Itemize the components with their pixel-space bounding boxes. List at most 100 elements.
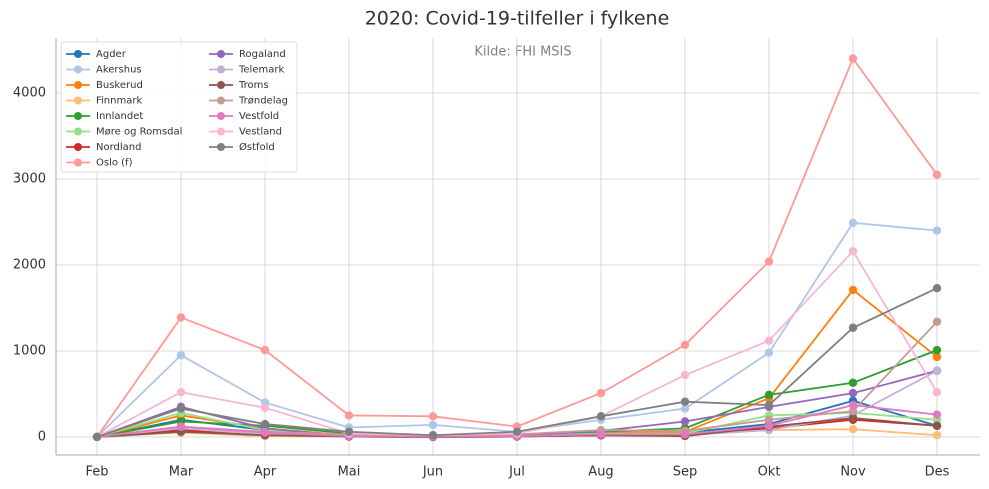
point bbox=[428, 412, 438, 421]
legend-label: Trøndelag bbox=[238, 96, 288, 107]
legend-marker bbox=[217, 65, 225, 74]
legend-label: Møre og Romsdal bbox=[96, 127, 182, 138]
y-tick-label: 4000 bbox=[13, 86, 46, 101]
point bbox=[512, 427, 522, 436]
legend-label: Agder bbox=[96, 49, 127, 60]
point bbox=[764, 348, 774, 357]
legend-label: Buskerud bbox=[96, 80, 143, 91]
legend-marker bbox=[217, 81, 225, 89]
legend-marker bbox=[217, 143, 225, 151]
y-tick-label: 0 bbox=[38, 429, 46, 444]
point bbox=[596, 388, 606, 398]
x-tick-label: Jun bbox=[422, 465, 443, 480]
point bbox=[344, 427, 354, 436]
y-tick-label: 2000 bbox=[13, 257, 46, 272]
point bbox=[932, 284, 942, 293]
legend-label: Telemark bbox=[238, 65, 284, 76]
point bbox=[932, 226, 942, 235]
x-tick-label: Mar bbox=[169, 465, 194, 480]
point bbox=[848, 54, 858, 63]
point bbox=[176, 422, 186, 431]
legend-label: Nordland bbox=[96, 142, 141, 153]
point bbox=[260, 403, 270, 412]
legend-label: Vestland bbox=[239, 127, 282, 138]
legend-marker bbox=[74, 96, 82, 105]
point bbox=[428, 420, 438, 430]
point bbox=[848, 425, 858, 434]
point bbox=[176, 388, 186, 397]
point bbox=[848, 378, 858, 387]
legend-marker bbox=[217, 112, 225, 120]
x-tick-label: Nov bbox=[840, 465, 866, 480]
legend-label: Akershus bbox=[96, 65, 142, 76]
legend-label: Vestfold bbox=[239, 111, 279, 122]
point bbox=[932, 366, 942, 375]
x-tick-label: Aug bbox=[588, 465, 613, 480]
point bbox=[848, 247, 858, 256]
legend-marker bbox=[74, 143, 82, 151]
x-tick-label: Okt bbox=[758, 465, 781, 480]
x-tick-label: Des bbox=[925, 465, 950, 480]
legend-marker bbox=[74, 50, 82, 58]
legend-marker bbox=[74, 81, 82, 89]
point bbox=[848, 388, 858, 398]
point bbox=[932, 317, 942, 326]
legend-box bbox=[60, 41, 298, 173]
point bbox=[344, 411, 354, 420]
point bbox=[848, 406, 858, 416]
point bbox=[848, 218, 858, 228]
point bbox=[764, 421, 774, 430]
y-tick-label: 3000 bbox=[13, 172, 46, 187]
legend-marker bbox=[74, 158, 82, 167]
point bbox=[932, 170, 942, 179]
legend-label: Innlandet bbox=[96, 111, 143, 122]
point bbox=[680, 397, 690, 406]
legend-marker bbox=[74, 112, 82, 120]
point bbox=[932, 352, 942, 362]
point bbox=[932, 431, 942, 440]
point bbox=[680, 417, 690, 426]
point bbox=[260, 428, 270, 437]
x-tick-label: Apr bbox=[254, 465, 277, 480]
point bbox=[92, 432, 102, 442]
legend-label: Østfold bbox=[239, 141, 275, 153]
legend-label: Oslo (f) bbox=[96, 158, 133, 169]
x-tick-label: Mai bbox=[338, 465, 361, 480]
legend-marker bbox=[217, 96, 225, 105]
point bbox=[848, 285, 858, 295]
point bbox=[848, 400, 858, 410]
point bbox=[932, 410, 942, 419]
legend-marker bbox=[74, 127, 82, 136]
point bbox=[764, 390, 774, 400]
point bbox=[596, 412, 606, 421]
point bbox=[680, 370, 690, 380]
x-tick-label: Sep bbox=[673, 465, 698, 480]
legend: Agder Akershus Buskerud Finnmark Innlandet Mø… bbox=[60, 41, 298, 173]
point bbox=[428, 431, 438, 440]
point bbox=[932, 388, 942, 397]
point bbox=[176, 404, 186, 413]
legend-marker bbox=[217, 127, 225, 136]
point bbox=[848, 413, 858, 423]
annotation: Kilde: FHI MSIS bbox=[474, 45, 571, 60]
point bbox=[680, 404, 690, 413]
legend-label: Finnmark bbox=[96, 96, 142, 107]
point bbox=[932, 421, 942, 430]
point bbox=[764, 415, 774, 424]
point bbox=[848, 323, 858, 332]
legend-label: Rogaland bbox=[239, 49, 286, 60]
x-tick-label: Feb bbox=[85, 465, 108, 480]
x-tick-label: Jul bbox=[508, 465, 525, 480]
legend-marker bbox=[74, 65, 82, 74]
point bbox=[596, 430, 606, 439]
point bbox=[680, 430, 690, 439]
point bbox=[764, 336, 774, 345]
point bbox=[764, 400, 774, 410]
point bbox=[260, 345, 270, 355]
point bbox=[176, 313, 186, 322]
point bbox=[680, 340, 690, 350]
point bbox=[176, 351, 186, 360]
y-tick-label: 1000 bbox=[13, 343, 46, 358]
legend-label: Troms bbox=[238, 80, 269, 91]
